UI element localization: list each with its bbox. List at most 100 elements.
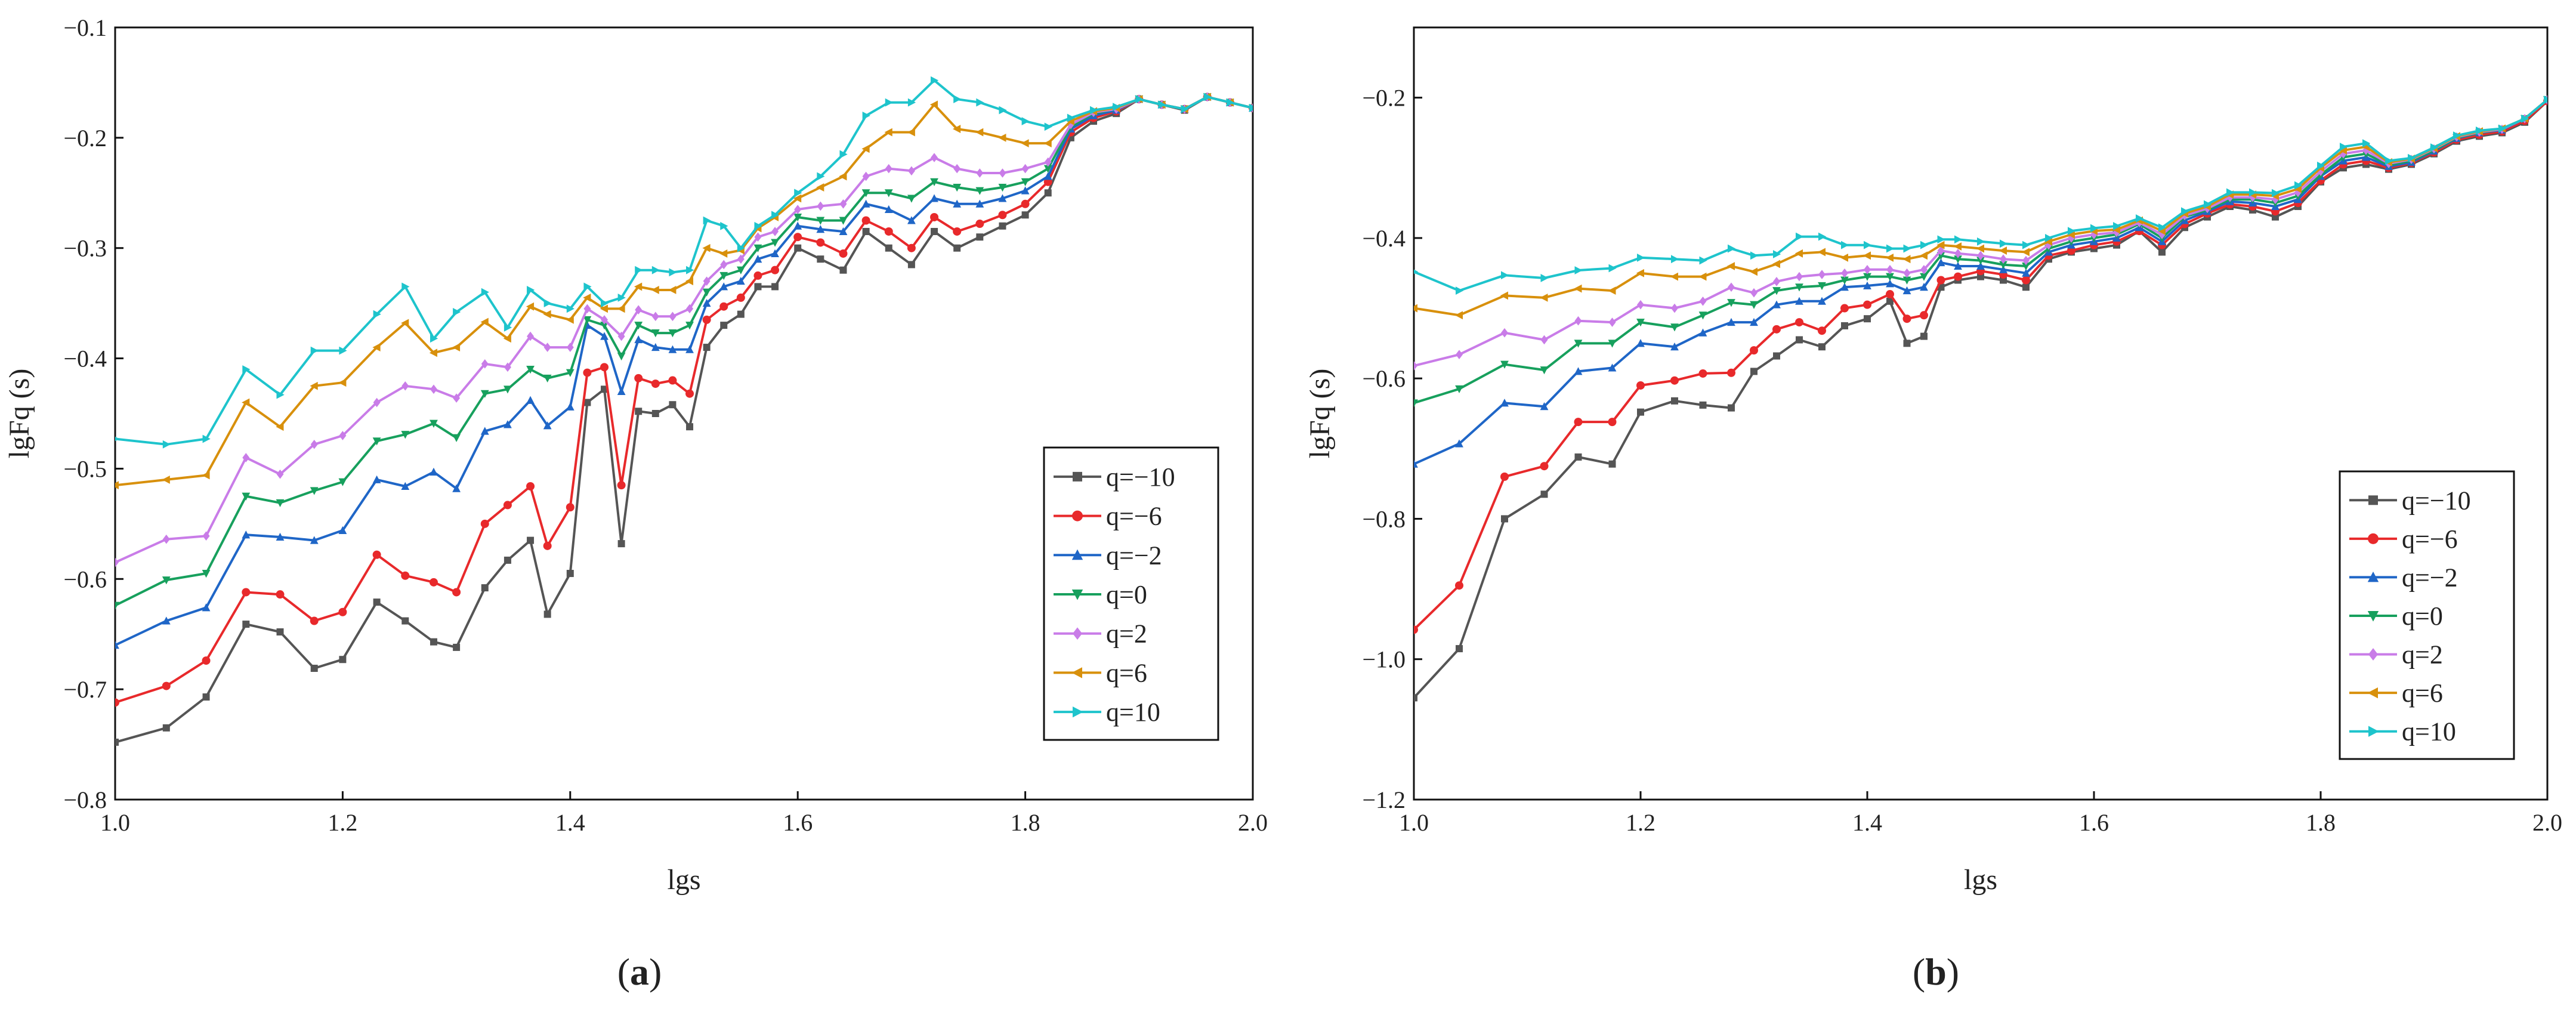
data-point [793,233,802,242]
data-point [793,221,802,230]
data-point [1414,459,1418,468]
data-point [1750,301,1758,309]
data-point [1456,645,1463,653]
data-point [617,304,625,313]
caption-close-paren: ) [1947,951,1959,993]
data-point [634,322,643,330]
data-point [600,322,609,330]
data-point [1574,316,1582,326]
data-point [2022,255,2030,266]
data-point [1937,235,1945,244]
x-axis-label: lgs [667,864,700,896]
data-point [1795,297,1803,305]
y-tick-label: −1.0 [1362,646,1406,673]
data-point [2249,188,2257,197]
data-point [583,304,591,314]
data-point [907,128,915,137]
x-tick-label: 1.0 [1399,809,1429,836]
data-point [1920,265,1928,274]
data-point [1750,288,1758,298]
data-point [1750,346,1758,355]
data-point [1864,240,1872,249]
data-point [720,221,728,230]
data-point [861,216,870,225]
data-point [2272,213,2279,221]
data-point [504,385,512,394]
legend-entry: q=−6 [2349,524,2458,554]
data-point [794,205,802,214]
data-point [162,616,171,625]
data-point [2157,227,2166,236]
data-point [453,643,461,651]
data-point [1637,408,1644,416]
data-point [1886,290,1894,299]
data-point [685,277,694,286]
data-point [115,601,119,610]
data-point [1455,385,1463,394]
data-point [401,282,410,291]
data-point [242,621,250,628]
data-point [668,286,677,294]
data-point [1954,248,1962,258]
data-point [1863,300,1871,309]
data-point [2022,276,2030,285]
data-point [1454,311,1463,320]
data-point [1414,269,1419,274]
legend-entry: q=6 [1054,658,1147,687]
data-point [1772,260,1780,269]
data-point [1817,248,1826,257]
data-point [1886,279,1894,288]
data-point [2112,225,2120,234]
data-point [1540,402,1549,411]
data-point [600,304,609,313]
data-point [1249,104,1253,112]
y-axis-label: lgFq (s) [1304,369,1336,459]
data-point [737,254,745,264]
data-point [884,227,893,236]
data-point [754,232,762,242]
legend: q=−10 q=−6 q=−2 q=0 q=2 q=6 q=10 [2339,470,2515,760]
data-point [1818,232,1827,241]
data-point [1043,165,1052,173]
data-point [737,243,746,252]
legend-entry: q=−6 [1054,502,1162,531]
data-point [162,476,170,484]
data-point [1044,122,1052,131]
data-point [429,348,437,357]
data-point [543,541,552,550]
data-point [162,440,171,449]
data-point [617,352,626,361]
data-point [2022,240,2031,249]
data-point [1727,317,1735,326]
data-point [373,310,381,319]
data-point [1226,98,1235,107]
data-point [401,482,410,490]
data-point [2000,239,2008,248]
legend-marker [2367,611,2379,622]
data-point [242,398,250,407]
x-tick-label: 1.4 [555,809,585,836]
data-point [543,310,551,319]
data-point [1902,276,1911,285]
data-point [1840,283,1849,291]
data-point [2362,139,2371,147]
data-point [115,641,119,649]
data-point [429,578,438,587]
data-point [1670,272,1678,281]
data-point [2021,248,2030,257]
data-point [975,220,984,229]
data-point [669,401,677,409]
data-point [162,681,171,690]
data-point [651,311,659,322]
data-point [998,184,1007,192]
data-point [1067,113,1076,122]
legend-label: q=−2 [1106,541,1162,570]
data-point [736,276,745,285]
data-point [1840,276,1849,285]
data-point [702,288,711,297]
data-point [481,288,489,297]
data-point [1500,291,1508,300]
data-point [1727,299,1735,307]
